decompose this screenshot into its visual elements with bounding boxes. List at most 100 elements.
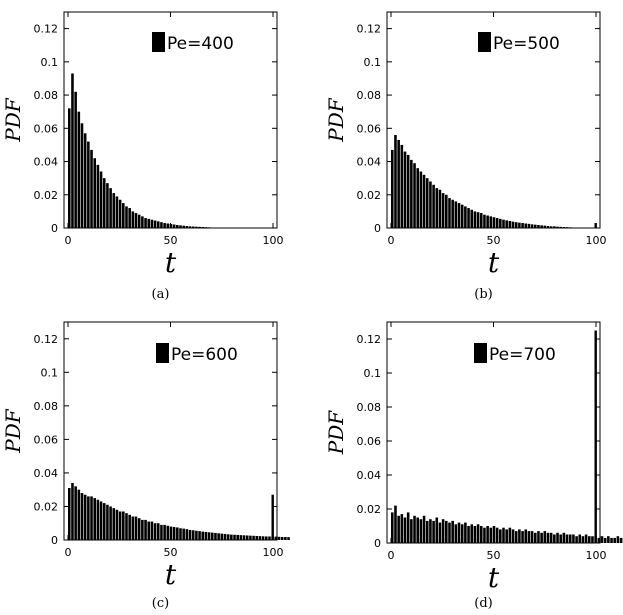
bar — [518, 529, 521, 543]
bar — [147, 521, 151, 540]
bar — [489, 527, 493, 543]
bar — [141, 216, 144, 228]
bar — [90, 496, 93, 540]
bar — [514, 531, 518, 543]
panel-1: 0 0.02 0.04 0.06 0.08 0.1 0.12 0 50 100 Pe=400 PDF t… — [1, 11, 284, 302]
bar — [156, 221, 160, 228]
bar — [451, 199, 454, 228]
bar — [460, 524, 464, 543]
bar — [115, 509, 119, 540]
y-axis-label: PDF — [1, 97, 25, 142]
bar — [87, 496, 90, 540]
bar — [150, 521, 154, 540]
bar — [530, 531, 534, 543]
bar — [413, 515, 416, 543]
bar — [616, 536, 620, 543]
bar — [464, 206, 467, 228]
bar — [553, 226, 556, 228]
bar — [403, 151, 407, 228]
bar — [565, 227, 569, 228]
bar — [191, 226, 195, 228]
bar — [610, 537, 613, 543]
bar — [153, 523, 157, 540]
bar — [122, 203, 125, 228]
bar — [613, 537, 617, 543]
bar — [261, 536, 265, 540]
bar — [131, 516, 135, 540]
bar — [96, 164, 100, 228]
bar — [495, 218, 499, 228]
bar — [499, 218, 502, 228]
bar — [410, 159, 413, 228]
legend-swatch — [478, 32, 491, 52]
bar — [476, 212, 480, 228]
bar — [102, 503, 106, 540]
bar — [204, 531, 208, 540]
bar — [242, 535, 246, 540]
bar — [429, 519, 432, 543]
panel-caption: (d) — [474, 596, 492, 611]
bar — [277, 536, 281, 540]
legend-label: Pe=400 — [167, 34, 234, 54]
bar — [122, 511, 125, 540]
y-tick-label: 0 — [51, 222, 58, 235]
bar — [268, 536, 271, 540]
bar — [99, 171, 103, 228]
bar — [435, 517, 439, 543]
bar — [537, 225, 540, 228]
bar — [422, 174, 426, 228]
y-tick-label: 0.08 — [357, 401, 382, 414]
bar — [435, 188, 439, 228]
bar — [514, 222, 518, 228]
bar — [492, 217, 496, 228]
x-tick-label: 0 — [65, 234, 72, 247]
bar — [568, 534, 572, 543]
legend-label: Pe=500 — [493, 34, 560, 54]
bar — [109, 188, 112, 228]
bar — [448, 522, 451, 543]
bar — [524, 529, 528, 543]
bar — [518, 222, 521, 228]
bar — [99, 501, 103, 540]
bar — [77, 111, 81, 228]
bar — [182, 528, 185, 540]
bar — [479, 213, 483, 228]
bar — [125, 513, 128, 540]
bar — [102, 178, 106, 228]
bar — [562, 532, 566, 543]
bar — [603, 537, 607, 543]
bar — [106, 504, 109, 540]
y-tick-label: 0 — [51, 534, 58, 547]
bar — [597, 537, 601, 543]
bar — [495, 527, 499, 543]
bar — [502, 219, 505, 228]
bar — [445, 194, 448, 228]
legend-label: Pe=700 — [489, 345, 556, 365]
bar — [245, 535, 249, 540]
bar — [252, 535, 255, 540]
y-tick-label: 0.1 — [41, 366, 59, 379]
bar — [549, 226, 553, 228]
y-axis-label: PDF — [1, 408, 25, 453]
y-tick-label: 0.06 — [357, 435, 382, 448]
bar — [527, 223, 531, 228]
bar — [537, 531, 540, 543]
bar — [112, 193, 116, 228]
x-axis-label: t — [165, 558, 177, 591]
bar — [226, 534, 230, 540]
bar — [112, 508, 116, 540]
bar — [182, 225, 185, 228]
bar — [432, 184, 435, 228]
bar — [588, 536, 591, 543]
bar — [207, 227, 211, 228]
bar — [128, 208, 131, 228]
bar — [416, 517, 419, 543]
bar — [391, 512, 394, 543]
bar — [543, 531, 547, 543]
y-tick-label: 0 — [374, 222, 381, 235]
bar — [530, 224, 534, 228]
bar — [109, 506, 112, 540]
bar — [153, 220, 157, 228]
panel-2: 0 0.02 0.04 0.06 0.08 0.1 0.12 0 50 100 Pe=500 PDF t… — [324, 11, 607, 302]
